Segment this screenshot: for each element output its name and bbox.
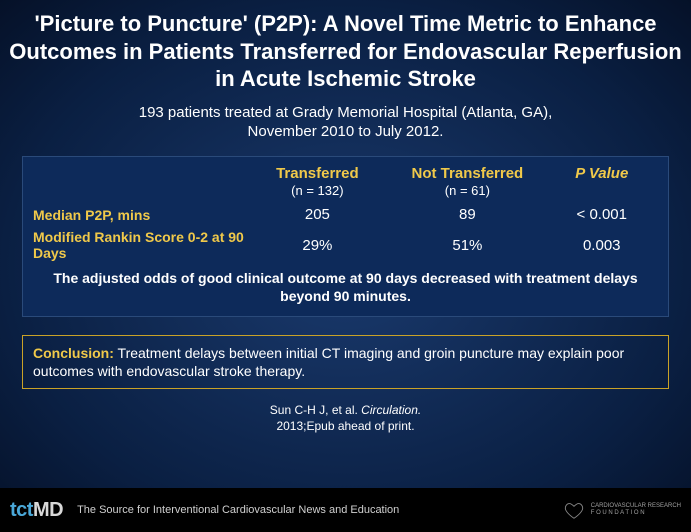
subtitle-line2: November 2010 to July 2012. bbox=[248, 123, 444, 140]
crf-line1: CARDIOVASCULAR RESEARCH bbox=[591, 503, 681, 509]
subtitle-line1: 193 patients treated at Grady Memorial H… bbox=[139, 104, 553, 121]
header-col2-sub: (n = 61) bbox=[389, 183, 545, 199]
table-header-pvalue: P Value bbox=[546, 165, 659, 199]
conclusion-box: Conclusion: Treatment delays between ini… bbox=[22, 335, 669, 389]
row0-col1: 205 bbox=[246, 206, 390, 223]
table-footnote: The adjusted odds of good clinical outco… bbox=[33, 269, 658, 305]
row1-label: Modified Rankin Score 0-2 at 90 Days bbox=[33, 229, 246, 261]
citation: Sun C-H J, et al. Circulation. 2013;Epub… bbox=[8, 403, 683, 434]
table-row: Modified Rankin Score 0-2 at 90 Days 29%… bbox=[33, 229, 658, 261]
header-col3-label: P Value bbox=[575, 165, 628, 182]
row1-col3: 0.003 bbox=[546, 237, 659, 254]
tctmd-logo: tctMD bbox=[10, 499, 63, 522]
conclusion-text: Treatment delays between initial CT imag… bbox=[33, 345, 624, 379]
header-col1-sub: (n = 132) bbox=[246, 183, 390, 199]
row0-col3: < 0.001 bbox=[546, 206, 659, 223]
logo-md-part: MD bbox=[33, 499, 63, 521]
row0-col2: 89 bbox=[389, 206, 545, 223]
footer-org: CARDIOVASCULAR RESEARCH F O U N D A T I … bbox=[563, 499, 681, 521]
slide-subtitle: 193 patients treated at Grady Memorial H… bbox=[8, 103, 683, 142]
row1-col1: 29% bbox=[246, 237, 390, 254]
table-row: Median P2P, mins 205 89 < 0.001 bbox=[33, 206, 658, 223]
table-header-spacer bbox=[33, 165, 246, 199]
slide-container: 'Picture to Puncture' (P2P): A Novel Tim… bbox=[0, 0, 691, 532]
header-col2-label: Not Transferred bbox=[412, 165, 524, 182]
citation-journal: Circulation. bbox=[361, 403, 421, 417]
row1-col2: 51% bbox=[389, 237, 545, 254]
conclusion-label: Conclusion: bbox=[33, 345, 114, 361]
citation-details: 2013;Epub ahead of print. bbox=[276, 419, 414, 433]
crf-line2: F O U N D A T I O N bbox=[591, 510, 645, 516]
footer-bar: tctMD The Source for Interventional Card… bbox=[0, 488, 691, 532]
table-header-not-transferred: Not Transferred (n = 61) bbox=[389, 165, 545, 199]
crf-heart-icon bbox=[563, 499, 585, 521]
footer-tagline: The Source for Interventional Cardiovasc… bbox=[77, 504, 563, 516]
crf-text: CARDIOVASCULAR RESEARCH F O U N D A T I … bbox=[591, 503, 681, 516]
logo-tct-part: tct bbox=[10, 499, 33, 521]
table-header-row: Transferred (n = 132) Not Transferred (n… bbox=[33, 165, 658, 199]
citation-authors: Sun C-H J, et al. bbox=[270, 403, 361, 417]
header-col1-label: Transferred bbox=[276, 165, 359, 182]
table-header-transferred: Transferred (n = 132) bbox=[246, 165, 390, 199]
row0-label: Median P2P, mins bbox=[33, 207, 246, 223]
results-table: Transferred (n = 132) Not Transferred (n… bbox=[22, 156, 669, 317]
slide-title: 'Picture to Puncture' (P2P): A Novel Tim… bbox=[8, 10, 683, 93]
